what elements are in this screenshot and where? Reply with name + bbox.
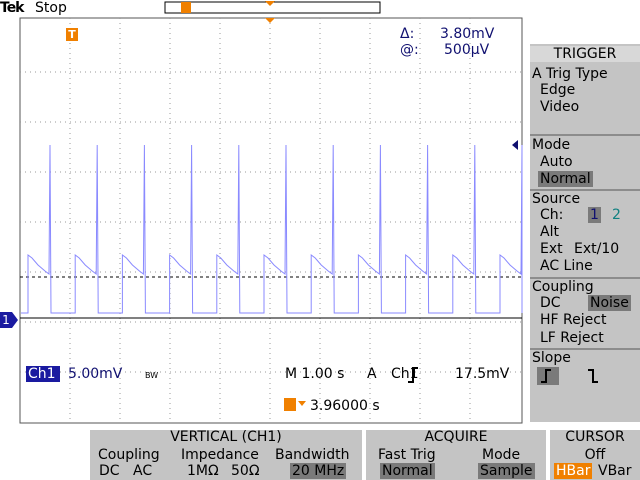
menu-option[interactable]: 50Ω <box>231 463 260 479</box>
menu-title: ACQUIRE <box>424 429 488 445</box>
menu-value[interactable]: Normal <box>380 463 435 479</box>
readout-trig-mode: A <box>367 366 377 382</box>
menu-label: Slope <box>532 350 571 366</box>
brand: Tek <box>0 0 24 16</box>
readout-trig-offset: 3.96000 s <box>310 398 380 414</box>
menu-option[interactable]: Ext/10 <box>574 241 620 257</box>
offset-t-box <box>284 398 296 411</box>
separator <box>530 189 640 191</box>
menu-label: A Trig Type <box>532 66 608 82</box>
menu-option[interactable]: DC <box>99 463 120 479</box>
menu-option[interactable]: HF Reject <box>540 312 607 328</box>
separator <box>530 134 640 136</box>
menu-option-selected[interactable]: Noise <box>588 295 631 311</box>
menu-option[interactable]: Auto <box>540 154 573 170</box>
menu-option[interactable]: DC <box>540 295 561 311</box>
readout-trig-level: 17.5mV <box>455 366 510 382</box>
menu-option[interactable]: Video <box>540 99 580 115</box>
menu-option[interactable]: AC <box>133 463 153 479</box>
slope-rising-selected[interactable] <box>537 367 559 385</box>
channel-marker-box <box>0 312 18 328</box>
record-bar <box>164 1 381 14</box>
readout-volts: 5.00mV <box>68 366 123 382</box>
slope-falling[interactable] <box>588 369 598 383</box>
menu-title: VERTICAL (CH1) <box>170 429 282 445</box>
menu-option-selected[interactable]: HBar <box>554 463 593 479</box>
side-menu <box>530 44 640 422</box>
menu-option-selected[interactable]: 1 <box>588 207 601 223</box>
readout-bw: BW <box>145 371 159 380</box>
menu-label[interactable]: Bandwidth <box>275 447 350 463</box>
menu-value[interactable]: Sample <box>478 463 535 479</box>
menu-value[interactable]: 20 MHz <box>290 463 347 479</box>
trigger-marker: T <box>68 28 76 41</box>
menu-label: Ch: <box>540 207 564 223</box>
menu-option[interactable]: LF Reject <box>540 330 604 346</box>
grid-lines <box>20 18 522 423</box>
menu-option[interactable]: Alt <box>540 224 559 240</box>
separator <box>530 348 640 350</box>
menu-label[interactable]: Off <box>584 447 606 463</box>
record-marker <box>181 2 191 13</box>
waveform <box>21 144 523 314</box>
trigger-marker-box <box>66 28 78 41</box>
menu-label[interactable]: Coupling <box>98 447 160 463</box>
trigger-pos-arrow-screen <box>265 18 275 23</box>
readout-trig-source: Ch1 <box>391 366 419 382</box>
offset-arrow <box>298 401 306 406</box>
menu-label[interactable]: Impedance <box>181 447 259 463</box>
menu-title: CURSOR <box>565 429 625 445</box>
cursor-at-value: 500µV <box>444 42 490 58</box>
menu-label: Mode <box>532 137 571 153</box>
menu-option[interactable]: Edge <box>540 82 576 98</box>
grid <box>20 18 522 423</box>
cursor-delta-value: 3.80mV <box>440 26 495 42</box>
trigger-pos-arrow <box>265 1 275 6</box>
menu-option[interactable]: VBar <box>598 463 632 479</box>
slope-icon <box>408 367 418 383</box>
slope-rising[interactable] <box>541 369 551 383</box>
acq-state: Stop <box>35 0 67 16</box>
menu-label[interactable]: Fast Trig <box>378 447 436 463</box>
readout-timebase: M 1.00 s <box>285 366 345 382</box>
channel-marker: 1 <box>2 313 10 327</box>
slope-options[interactable] <box>530 366 640 388</box>
menu-label: Coupling <box>532 279 594 295</box>
menu-label[interactable]: Mode <box>482 447 521 463</box>
cursor-delta-label: Δ: <box>400 26 415 42</box>
trigger-level-arrow <box>512 140 518 150</box>
menu-option[interactable]: 2 <box>612 207 621 223</box>
separator <box>530 277 640 279</box>
menu-option[interactable]: Ext <box>540 241 563 257</box>
menu-option[interactable]: AC Line <box>540 258 593 274</box>
cursor-at-label: @: <box>400 42 419 58</box>
menu-option-selected[interactable]: Normal <box>538 171 593 187</box>
menu-option[interactable]: 1MΩ <box>187 463 219 479</box>
side-menu-title: TRIGGER <box>530 46 640 62</box>
readout-channel: Ch1 <box>28 366 56 382</box>
channel-readout-box <box>26 366 60 382</box>
graticule-border <box>19 17 523 424</box>
menu-label: Source <box>532 191 581 207</box>
